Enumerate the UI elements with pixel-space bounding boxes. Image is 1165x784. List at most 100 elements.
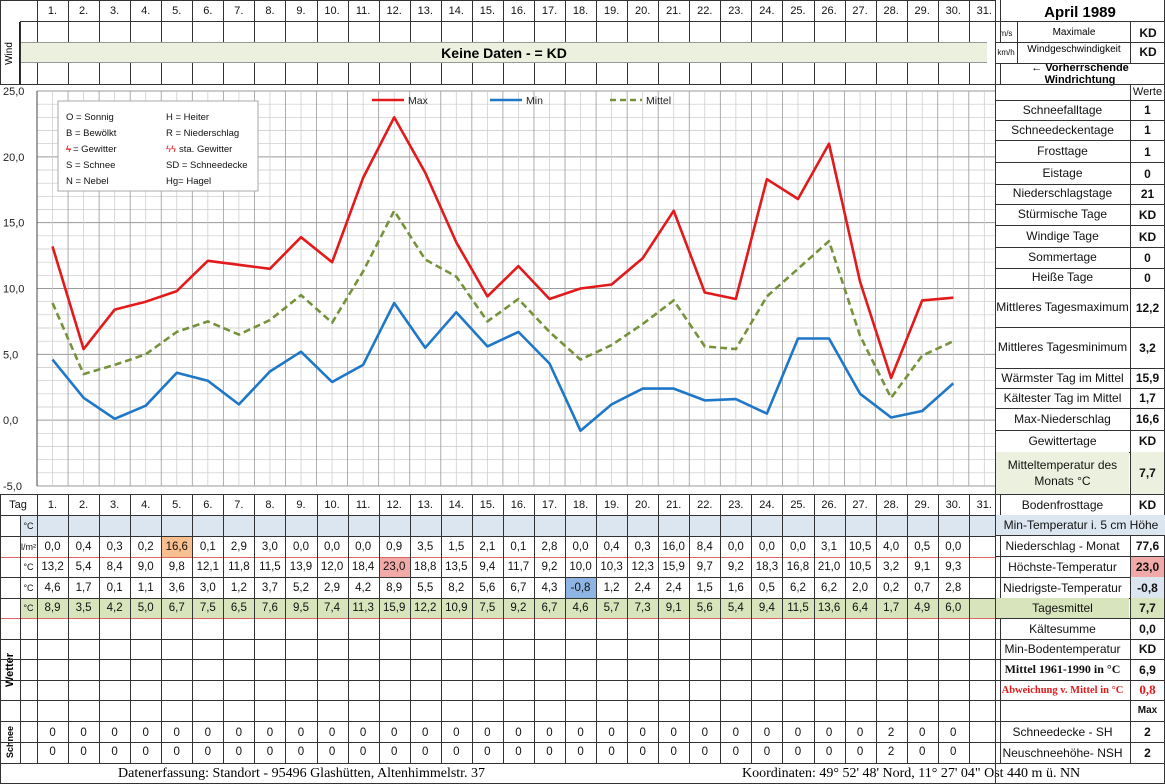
table-cell-snow_nsh: 2 (887, 745, 895, 758)
grid-line (995, 21, 1165, 22)
grid-line (907, 63, 908, 84)
tag-day-cell: 24. (759, 498, 775, 511)
table-cell-snow_nsh: 0 (359, 745, 367, 758)
table-cell-mean: 9,5 (292, 602, 309, 614)
table-cell-mean: 5,0 (137, 602, 154, 614)
grid-line (37, 494, 38, 763)
grid-line (995, 63, 1165, 64)
grid-line (995, 659, 1165, 660)
table-cell-mean: 9,1 (665, 602, 682, 614)
grid-line (995, 204, 1165, 205)
tag-day-cell: 19. (603, 498, 620, 511)
legend-symbol-right: sta. Gewitter (179, 144, 232, 155)
stat-value: 3,2 (1139, 340, 1156, 355)
day-header-cell: 22. (697, 5, 713, 17)
lower-stat-value: 0,8 (1139, 682, 1156, 697)
table-cell-precip: 0,5 (914, 540, 931, 553)
grid-line (472, 494, 473, 763)
table-cell-mean: 6,4 (852, 602, 869, 614)
table-cell-snow_nsh: 0 (794, 745, 802, 758)
table-cell-mean: 11,3 (352, 602, 374, 614)
day-header-cell: 3. (110, 5, 120, 17)
table-cell-snow_sh: 0 (763, 726, 771, 739)
day-header-cell: 20. (635, 5, 651, 17)
tag-day-cell: 14. (448, 498, 464, 511)
grid-line (1000, 63, 1001, 84)
grid-line (410, 63, 411, 84)
grid-line (254, 63, 255, 84)
grid-line (348, 494, 349, 763)
grid-line (348, 63, 349, 84)
stat-label: Max-Niederschlag (1014, 411, 1111, 426)
table-cell-precip: 1,5 (448, 540, 465, 553)
table-cell-precip: 16,0 (662, 540, 685, 553)
grid-line (161, 494, 162, 763)
grid-line (995, 288, 1165, 289)
unit-kmh: km/h (997, 47, 1015, 57)
table-cell-mean: 4,9 (914, 602, 931, 614)
grid-line (995, 742, 1165, 743)
row-background (20, 515, 995, 536)
day-header-cell: 6. (203, 5, 213, 17)
table-cell-precip: 0,0 (789, 540, 806, 553)
stat-label: Eistage (1042, 166, 1083, 181)
grid-line (254, 494, 255, 763)
lower-stat-label: Min-Temperatur i. 5 cm Höhe (996, 515, 1165, 535)
table-cell-max: 11,8 (228, 561, 250, 573)
table-cell-min: 1,6 (727, 581, 744, 594)
day-header-cell: 19. (603, 5, 620, 17)
grid-line (192, 494, 193, 763)
table-cell-snow_sh: 0 (950, 726, 957, 739)
grid-line (995, 0, 996, 784)
grid-line (1130, 21, 1131, 63)
grid-line (99, 494, 100, 763)
grid-line (751, 494, 752, 763)
table-cell-min: 6,2 (789, 581, 806, 594)
table-cell-max: 10,5 (848, 561, 872, 573)
table-cell-min: 8,9 (386, 581, 403, 594)
grid-line (689, 494, 690, 763)
stat-label: Schneedeckentage (1011, 122, 1114, 137)
day-header-cell: 1. (47, 5, 58, 17)
table-cell-min: 2,4 (665, 581, 682, 594)
grid-line (503, 494, 504, 763)
legend-symbol-left: S = Schnee (66, 160, 115, 171)
symbol-legend-box (57, 100, 259, 192)
lower-stat-label: Niedrigste-Temperatur (1003, 580, 1122, 595)
table-cell-max: 18,4 (351, 561, 375, 573)
table-cell-max: 23,0 (378, 557, 410, 577)
table-cell-max: 18,8 (414, 561, 437, 573)
tag-day-cell: 5. (172, 498, 182, 511)
y-tick-label: 10,0 (3, 284, 24, 296)
table-cell-max: 16,8 (786, 561, 810, 573)
table-cell-snow_sh: 0 (204, 726, 212, 739)
table-cell-max: 13,2 (41, 561, 64, 573)
table-cell-snow_nsh: 0 (732, 745, 740, 758)
stat-value: 0 (1144, 166, 1151, 181)
table-cell-mean: 15,9 (382, 602, 406, 614)
grid-line (995, 430, 1165, 431)
table-cell-mean: 7,3 (634, 602, 651, 614)
table-cell-snow_nsh: 0 (80, 745, 87, 758)
stat-value: 12,2 (1135, 300, 1160, 315)
day-header-cell: 14. (448, 5, 464, 17)
legend-symbol-right: R = Niederschlag (166, 128, 239, 139)
lower-stat-value: 7,7 (1131, 598, 1164, 618)
month-title: April 1989 (1044, 3, 1116, 21)
stat-label: Wärmster Tag im Mittel (1001, 370, 1124, 385)
tag-day-cell: 7. (234, 498, 244, 511)
tag-day-cell: 13. (417, 498, 433, 511)
table-cell-min: 0,1 (106, 581, 123, 594)
stat-label: Mittleres Tagesmaximum (996, 300, 1129, 315)
stat-label: Mittleres Tagesminimum (997, 340, 1128, 355)
series-line-max (51, 115, 954, 380)
stat-value: 16,6 (1135, 412, 1160, 426)
day-header-cell: 25. (790, 5, 806, 17)
tag-day-cell: 3. (110, 498, 120, 511)
table-cell-snow_sh: 0 (359, 726, 367, 739)
table-cell-min: 0,2 (883, 581, 900, 594)
wind-max-label-2: Windgeschwindigkeit (1027, 43, 1121, 55)
table-cell-min: 0,5 (758, 581, 775, 594)
table-cell-snow_nsh: 0 (142, 745, 149, 758)
lower-stat-value: 2 (1144, 724, 1151, 739)
